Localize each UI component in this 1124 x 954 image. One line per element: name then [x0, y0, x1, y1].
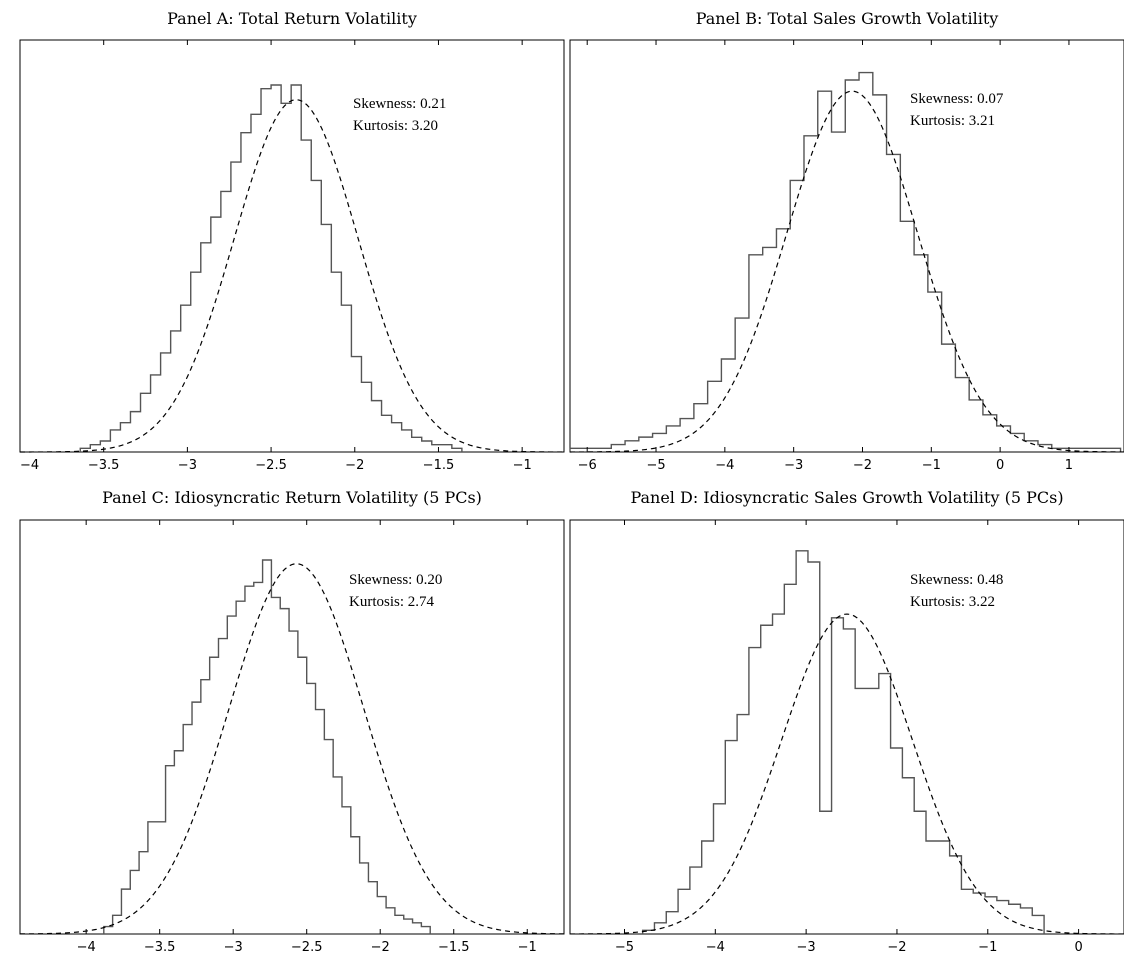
- x-tick-label: −3.5: [144, 940, 176, 954]
- x-tick-label: 0: [1074, 940, 1082, 954]
- x-tick-label: −1.5: [438, 940, 470, 954]
- panel-a-frame: [19, 39, 565, 453]
- panel-c-skewness: Skewness: 0.20: [349, 572, 442, 588]
- x-tick-label: −2.5: [291, 940, 323, 954]
- normal-fit-curve: [569, 613, 1124, 935]
- x-tick-label: −1: [518, 940, 537, 954]
- panel-b-skewness: Skewness: 0.07: [910, 91, 1004, 107]
- panel-b-title: Panel B: Total Sales Growth Volatility: [696, 9, 999, 28]
- panel-d-kurtosis: Kurtosis: 3.22: [910, 594, 995, 610]
- panel-d-frame: [569, 519, 1124, 935]
- panel-b: Panel B: Total Sales Growth Volatility −…: [569, 9, 1124, 473]
- normal-fit-curve: [569, 90, 1124, 453]
- panel-a-skewness: Skewness: 0.21: [353, 96, 446, 112]
- x-tick-label: −2: [371, 940, 390, 954]
- x-tick-label: −5: [646, 458, 665, 473]
- x-tick-label: −4: [715, 458, 734, 473]
- x-tick-label: −3.5: [88, 458, 120, 473]
- panel-c: Panel C: Idiosyncratic Return Volatility…: [19, 488, 565, 954]
- x-tick-label: −3: [224, 940, 243, 954]
- panel-c-frame: [19, 519, 565, 935]
- x-tick-label: −4: [77, 940, 96, 954]
- panel-a: Panel A: Total Return Volatility −4 −3.5−…: [19, 9, 565, 473]
- panel-a-kurtosis: Kurtosis: 3.20: [353, 118, 438, 134]
- panel-a-plot: −4 −3.5 −3 −2.5 −2 −1.5 −1: [19, 40, 565, 473]
- x-tick-label: 0: [996, 458, 1004, 473]
- x-tick-label: −1: [513, 458, 532, 473]
- x-tick-label: −3: [797, 940, 816, 954]
- panel-d-plot: −5 −4 −3 −2 −1 0: [569, 520, 1124, 954]
- x-tick-label: −2: [853, 458, 872, 473]
- x-tick-label: −4: [706, 940, 725, 954]
- normal-fit-curve: [19, 563, 565, 935]
- x-tick-label: −1: [922, 458, 941, 473]
- panel-c-plot: −4 −3.5 −3 −2.5 −2 −1.5 −1: [19, 520, 565, 954]
- panel-c-kurtosis: Kurtosis: 2.74: [349, 594, 435, 610]
- histogram-series: [79, 84, 463, 452]
- x-tick-label: 1: [1065, 458, 1073, 473]
- histogram-series: [103, 559, 431, 934]
- panel-d-title: Panel D: Idiosyncratic Sales Growth Vola…: [630, 488, 1063, 507]
- panel-b-plot: −6 −5 −4 −3 −2 −1 0 1: [569, 40, 1124, 473]
- x-tick-label: −3: [178, 458, 197, 473]
- x-tick-label: −6: [578, 458, 597, 473]
- x-tick-label: −2.5: [255, 458, 287, 473]
- x-tick-label: −5: [615, 940, 634, 954]
- x-tick-label: −1: [978, 940, 997, 954]
- normal-fit-curve: [20, 99, 565, 453]
- histogram-series: [569, 71, 1122, 452]
- panel-d: Panel D: Idiosyncratic Sales Growth Vola…: [569, 488, 1124, 954]
- panel-d-skewness: Skewness: 0.48: [910, 572, 1003, 588]
- panel-b-frame: [569, 39, 1124, 453]
- x-tick-label: −4: [20, 458, 39, 473]
- x-tick-label: −2: [345, 458, 364, 473]
- panel-a-title: Panel A: Total Return Volatility: [167, 9, 417, 28]
- x-tick-label: −3: [784, 458, 803, 473]
- panel-b-kurtosis: Kurtosis: 3.21: [910, 113, 995, 129]
- x-tick-label: −1.5: [423, 458, 455, 473]
- panel-c-title: Panel C: Idiosyncratic Return Volatility…: [102, 488, 482, 507]
- x-tick-label: −2: [887, 940, 906, 954]
